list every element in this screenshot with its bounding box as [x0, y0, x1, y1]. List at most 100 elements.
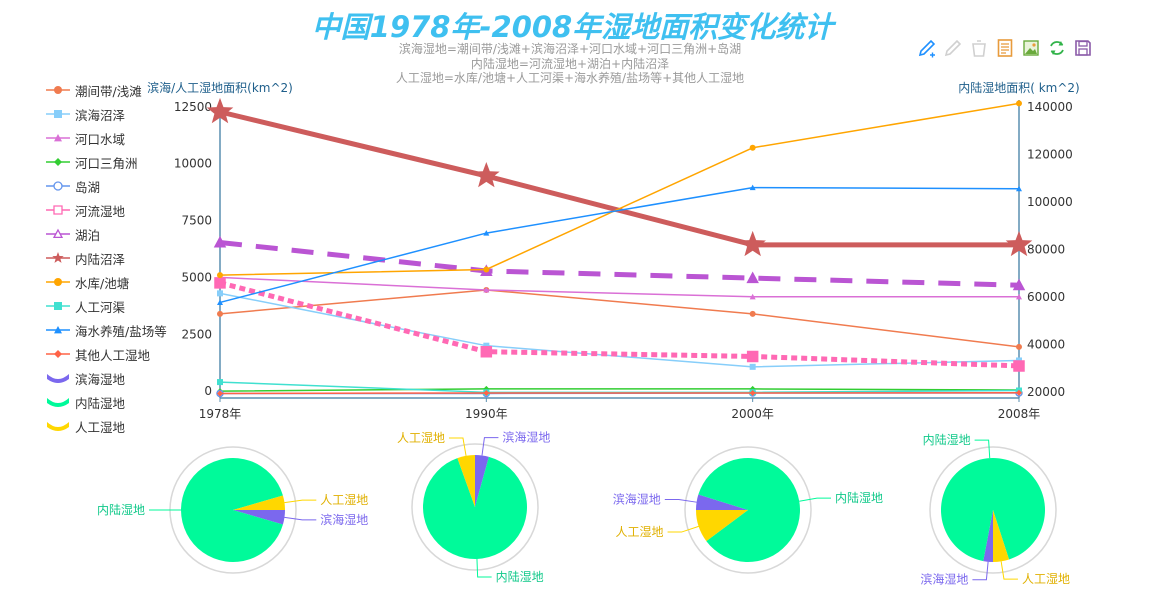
pie-label-line	[448, 437, 467, 456]
pie-slice	[983, 510, 993, 562]
y-right-axis-label: 内陆湿地面积( km^2)	[958, 80, 1080, 95]
legend-item[interactable]: 内陆沼泽	[45, 246, 167, 270]
y-right-tick-label: 120000	[1027, 148, 1073, 162]
y-left-tick-label: 7500	[181, 214, 212, 228]
data-point	[1005, 230, 1033, 257]
data-point	[1016, 100, 1022, 107]
legend-label: 其他人工湿地	[75, 347, 151, 363]
pie-label: 内陆湿地	[97, 502, 145, 517]
legend-item[interactable]: 其他人工湿地	[45, 342, 167, 366]
legend-item[interactable]: 潮间带/浅滩	[45, 78, 167, 102]
pie-slice	[941, 458, 1046, 562]
chart-subtitle: 滨海湿地=潮间带/浅滩+滨海沼泽+河口水域+河口三角洲+岛湖 内陆湿地=河流湿地…	[340, 42, 800, 86]
legend-marker	[54, 86, 62, 94]
legend-item[interactable]: 岛湖	[45, 174, 167, 198]
legend-item[interactable]: 人工湿地	[45, 414, 167, 438]
legend-item[interactable]: 海水养殖/盐场等	[45, 318, 167, 342]
y-left-tick-label: 0	[204, 384, 212, 398]
legend-item[interactable]: 湖泊	[45, 222, 167, 246]
legend-pie-swatch	[47, 422, 69, 431]
series-line	[219, 276, 1019, 298]
image-icon[interactable]	[1021, 38, 1041, 58]
legend-label: 人工湿地	[75, 419, 126, 435]
legend-item[interactable]: 河口水域	[45, 126, 167, 150]
data-point	[749, 144, 756, 151]
legend-marker	[54, 110, 62, 118]
data-point	[1012, 278, 1026, 291]
x-tick-label: 1990年	[465, 407, 508, 421]
series-line	[219, 392, 1020, 395]
legend-symbol	[46, 278, 70, 286]
data-point	[206, 97, 234, 124]
series-line	[219, 388, 1020, 392]
legend-symbol	[46, 302, 70, 310]
pen-icon[interactable]	[917, 38, 937, 58]
floppy-icon[interactable]	[1073, 38, 1093, 58]
legend-item[interactable]: 内陆湿地	[45, 390, 167, 414]
pen-undo-icon[interactable]	[943, 38, 963, 58]
y-right-tick-label: 20000	[1027, 385, 1065, 399]
legend-label: 潮间带/浅滩	[75, 83, 142, 99]
legend-label: 海水养殖/盐场等	[75, 323, 167, 339]
data-point	[1016, 343, 1022, 350]
legend-label: 河口三角洲	[75, 155, 138, 171]
refresh-icon[interactable]	[1047, 38, 1067, 58]
data-point	[746, 350, 759, 363]
series-line	[219, 239, 1020, 288]
y-left-tick-label: 2500	[181, 327, 212, 341]
pie-slice	[993, 510, 1010, 562]
pie-slice	[698, 458, 801, 562]
legend-item[interactable]: 河口三角洲	[45, 150, 167, 174]
legend-symbol	[47, 374, 69, 383]
legend-label: 岛湖	[75, 179, 101, 195]
toolbox	[917, 38, 1093, 58]
pie-ring	[411, 443, 539, 571]
y-right-tick-label: 140000	[1027, 100, 1073, 114]
legend-item[interactable]: 人工河渠	[45, 294, 167, 318]
y-left-tick-label: 5000	[181, 270, 212, 284]
legend-item[interactable]: 滨海湿地	[45, 366, 167, 390]
data-point	[749, 310, 756, 317]
pie-label-line	[664, 498, 697, 503]
legend-symbol	[46, 205, 70, 215]
data-point	[749, 184, 756, 191]
pie-slice	[475, 455, 489, 507]
legend-symbol	[46, 252, 70, 263]
data-point	[213, 235, 227, 248]
y-left-axis-label: 滨海/人工湿地面积(km^2)	[147, 80, 293, 95]
pie-slice	[422, 456, 527, 560]
pie-label-line	[799, 497, 831, 502]
data-point	[749, 293, 756, 300]
document-icon[interactable]	[995, 38, 1015, 58]
eraser-icon[interactable]	[969, 38, 989, 58]
data-point	[739, 230, 766, 257]
pie-label-line	[1000, 561, 1018, 580]
pie-label-line	[481, 437, 499, 456]
pie-label-line	[284, 499, 317, 504]
x-tick-label: 1978年	[199, 407, 242, 421]
legend-marker	[54, 278, 62, 286]
pie-slice	[233, 495, 286, 510]
data-point	[749, 389, 756, 396]
legend-pie-swatch	[47, 374, 69, 383]
pie-slice	[233, 510, 286, 525]
pie-label: 人工湿地	[320, 492, 368, 507]
pie-label: 滨海湿地	[502, 430, 550, 445]
data-point	[1016, 389, 1022, 396]
series-line	[219, 280, 1020, 369]
legend-item[interactable]: 河流湿地	[45, 198, 167, 222]
data-point	[217, 290, 223, 297]
legend-symbol	[47, 398, 69, 407]
pie-label-line	[667, 525, 699, 533]
pie-slice	[696, 494, 748, 510]
series-line	[219, 292, 1020, 368]
pie-ring	[929, 446, 1057, 574]
data-point	[217, 299, 223, 306]
legend-label: 滨海湿地	[75, 371, 126, 387]
legend-item[interactable]: 水库/池塘	[45, 270, 167, 294]
legend-item[interactable]: 滨海沼泽	[45, 102, 167, 126]
chart-title: 中国1978年-2008年湿地面积变化统计	[311, 10, 834, 44]
data-point	[214, 277, 226, 289]
series-line	[219, 102, 1020, 276]
legend-label: 滨海沼泽	[75, 107, 126, 123]
